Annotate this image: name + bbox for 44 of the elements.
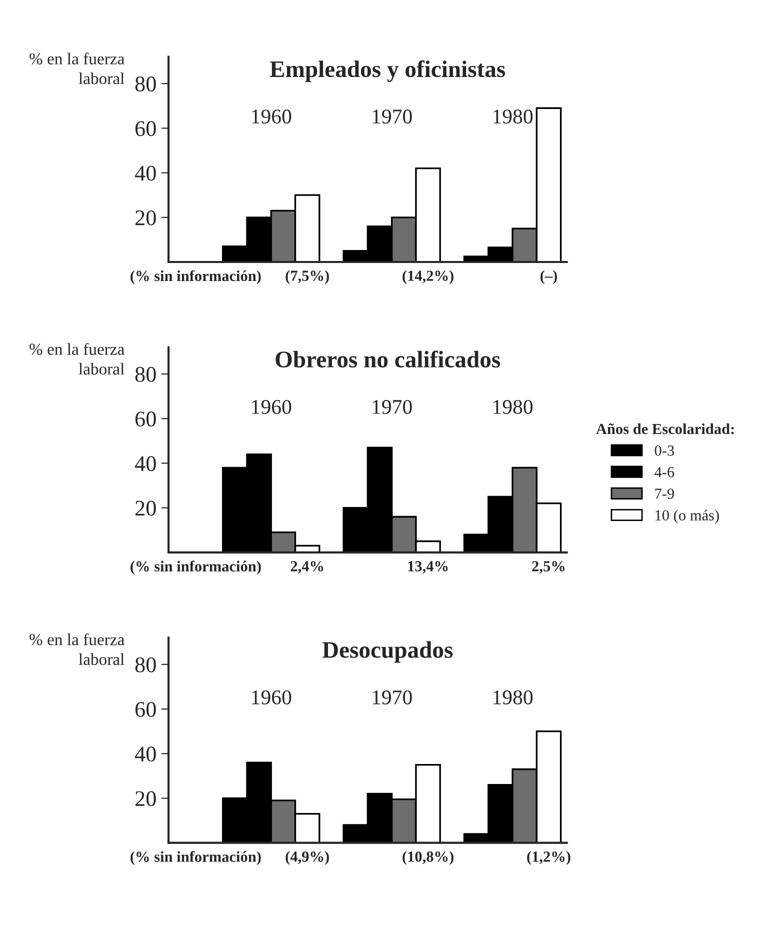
y-tick-label: 20 bbox=[135, 791, 156, 806]
y-tick-label: 80 bbox=[135, 76, 156, 92]
y-axis-title: % en la fuerza laboral bbox=[30, 52, 124, 84]
category-label: 1970 bbox=[372, 110, 412, 124]
y-tick-label: 40 bbox=[134, 456, 156, 472]
text: 13,4% bbox=[408, 561, 448, 574]
y-tick-label: 20 bbox=[135, 210, 156, 226]
y-axis-title: % en la fuerza laboral bbox=[30, 633, 124, 666]
y-tick-label: 80 bbox=[135, 366, 156, 382]
text: (–) bbox=[540, 270, 557, 284]
y-tick-label: 60 bbox=[135, 121, 156, 136]
text: (10,8%) bbox=[402, 851, 454, 865]
legend-label: 4-6 bbox=[654, 467, 674, 478]
legend-title: Años de Escolaridad: bbox=[596, 423, 734, 434]
y-tick-label: 60 bbox=[135, 412, 156, 427]
category-label: 1980 bbox=[494, 110, 533, 124]
category-label: 1980 bbox=[494, 400, 533, 414]
text: (% sin información) bbox=[130, 851, 261, 866]
y-tick-label: 80 bbox=[135, 657, 156, 672]
text: (% sin información) bbox=[130, 560, 261, 575]
category-label: 1960 bbox=[252, 400, 292, 414]
legend-label: 0-3 bbox=[654, 445, 674, 456]
y-tick-label: 20 bbox=[135, 500, 156, 516]
chart-title: Desocupados bbox=[322, 641, 453, 663]
y-tick-label: 40 bbox=[134, 746, 156, 762]
y-axis-title: % en la fuerza laboral bbox=[30, 342, 124, 375]
legend-label: 7-9 bbox=[655, 488, 674, 499]
category-label: 1970 bbox=[372, 690, 412, 704]
text: 2,5% bbox=[532, 561, 564, 574]
chart-title: Empleados y oficinistas bbox=[270, 60, 506, 82]
text: (4,9%) bbox=[286, 851, 329, 865]
category-label: 1960 bbox=[252, 690, 292, 704]
text: (% sin información) bbox=[130, 270, 261, 284]
text: 2,4% bbox=[290, 561, 324, 574]
text: (1,2%) bbox=[527, 851, 570, 865]
y-tick-label: 40 bbox=[134, 166, 156, 181]
category-label: 1960 bbox=[252, 110, 292, 124]
chart-title: Obreros no calificados bbox=[276, 350, 500, 368]
legend-label: 10 (o más) bbox=[656, 510, 719, 524]
category-label: 1980 bbox=[494, 690, 533, 704]
text: (14,2%) bbox=[402, 270, 454, 284]
y-tick-label: 60 bbox=[135, 702, 156, 717]
text: (7,5%) bbox=[286, 270, 329, 284]
category-label: 1970 bbox=[372, 400, 412, 414]
